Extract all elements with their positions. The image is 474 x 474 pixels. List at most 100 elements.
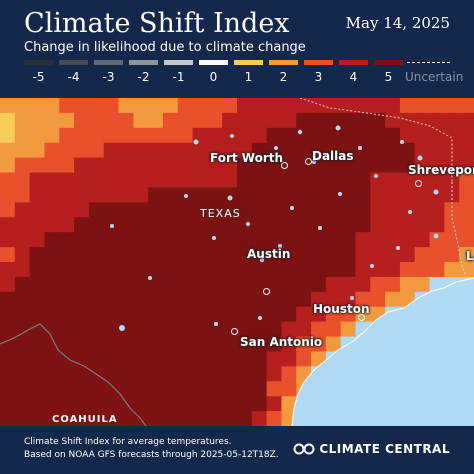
heat-cell (177, 336, 194, 353)
heat-cell (14, 142, 31, 159)
mexico-border (0, 323, 147, 426)
heat-cell (325, 276, 342, 293)
heat-cell (162, 381, 179, 397)
heat-cell (385, 98, 401, 114)
heat-cell (192, 291, 208, 308)
heat-cell (0, 276, 16, 293)
heat-cell (251, 336, 268, 353)
heat-cell (59, 381, 75, 397)
heat-cell (74, 396, 90, 412)
legend-swatch-5 (374, 60, 403, 65)
heat-cell (429, 98, 445, 114)
brand-name: CLIMATE CENTRAL (319, 442, 450, 456)
heat-cell (29, 112, 46, 129)
fort-worth-marker[interactable] (281, 162, 288, 169)
heat-cell (59, 247, 75, 263)
shreveport-marker[interactable] (415, 180, 422, 187)
dallas-marker[interactable] (305, 158, 312, 165)
heat-cell (192, 366, 208, 382)
heat-cell (311, 262, 327, 278)
heat-cell (74, 336, 90, 353)
heat-cell (311, 202, 327, 218)
heat-cell (237, 202, 253, 218)
heat-cell (355, 98, 371, 114)
heat-cell (281, 217, 297, 233)
legend-swatch-minus-5 (24, 60, 53, 65)
heat-cell (118, 112, 134, 129)
heat-cell (192, 98, 208, 114)
heat-cell (355, 127, 371, 144)
heat-cell (399, 262, 416, 278)
heat-cell (29, 172, 46, 189)
heat-cell (118, 187, 134, 203)
heat-cell (88, 411, 105, 426)
heat-cell (296, 232, 312, 248)
heat-cell (88, 98, 105, 114)
heat-cell (459, 98, 474, 114)
heat-cell (237, 232, 253, 248)
heat-cell (296, 306, 312, 323)
legend-swatch-minus-4 (59, 60, 88, 65)
heat-cell (222, 172, 238, 189)
heat-cell (44, 247, 60, 263)
heat-cell (44, 202, 60, 218)
heat-cell (14, 232, 31, 248)
heat-cell (177, 202, 194, 218)
heat-cell (385, 202, 401, 218)
climate-shift-map[interactable]: Fort Worth Dallas Shreveport TEXAS Austi… (0, 98, 474, 426)
heat-cell (459, 202, 474, 218)
heat-cell (237, 411, 253, 426)
heat-cell (177, 396, 194, 412)
heat-cell (29, 98, 46, 114)
heat-cell (14, 321, 31, 338)
heat-cell (311, 291, 327, 308)
heat-cell (222, 411, 238, 426)
heat-cell (29, 217, 46, 233)
heat-grid (0, 98, 474, 426)
heat-cell (74, 112, 90, 129)
page-subtitle: Change in likelihood due to climate chan… (24, 40, 306, 55)
legend-label-minus-4: -4 (67, 70, 80, 84)
heat-cell (237, 291, 253, 308)
louisiana-border (451, 182, 467, 277)
heat-cell (44, 157, 60, 174)
heat-cell (325, 142, 342, 159)
legend-swatch-0 (199, 60, 228, 65)
heat-cell (44, 217, 60, 233)
heat-cell (162, 127, 179, 144)
heat-cell (133, 336, 149, 353)
heat-cell (355, 291, 371, 308)
heat-cell (0, 217, 16, 233)
heat-cell (340, 262, 357, 278)
heat-cell (59, 262, 75, 278)
heat-cell (44, 172, 60, 189)
heat-cell (14, 276, 31, 293)
heat-cell (0, 187, 16, 203)
heat-cell (118, 306, 134, 323)
heat-cell (133, 321, 149, 338)
austin-marker[interactable] (263, 288, 270, 295)
heat-cell (385, 217, 401, 233)
climate-central-logo[interactable]: CLIMATE CENTRAL (293, 442, 450, 456)
heat-cell (118, 262, 134, 278)
heat-cell (237, 351, 253, 367)
heat-cell (266, 381, 283, 397)
heat-cell (266, 321, 283, 338)
heat-cell (355, 172, 371, 189)
legend-label-minus-2: -2 (137, 70, 150, 84)
heat-cell (251, 351, 268, 367)
heat-cell (118, 217, 134, 233)
heat-cell (281, 187, 297, 203)
houston-marker[interactable] (358, 314, 365, 321)
heat-cell (207, 127, 223, 144)
heat-cell (311, 247, 327, 263)
heat-cell (192, 172, 208, 189)
heat-cell (251, 381, 268, 397)
heat-cell (192, 247, 208, 263)
san-antonio-marker[interactable] (231, 328, 238, 335)
heat-cell (311, 187, 327, 203)
heat-cell (311, 321, 327, 338)
heat-cell (29, 262, 46, 278)
heat-cell (44, 232, 60, 248)
heat-cell (385, 262, 401, 278)
